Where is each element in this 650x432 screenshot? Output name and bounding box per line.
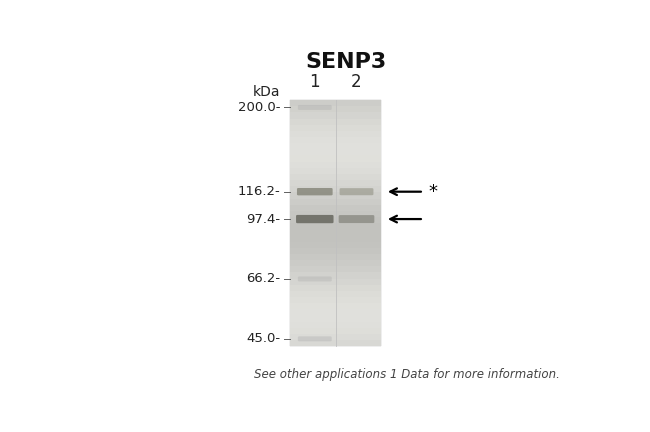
Bar (291, 180, 381, 186)
Bar (291, 168, 381, 174)
Bar (291, 156, 381, 162)
Bar (291, 199, 381, 205)
Bar (291, 321, 381, 328)
FancyBboxPatch shape (298, 276, 332, 282)
Bar (291, 192, 381, 199)
FancyBboxPatch shape (339, 188, 373, 195)
Text: SENP3: SENP3 (305, 52, 386, 72)
FancyBboxPatch shape (298, 105, 332, 110)
Bar (291, 241, 381, 248)
FancyBboxPatch shape (339, 215, 374, 223)
Bar (291, 223, 381, 229)
Bar (291, 297, 381, 303)
Bar (291, 118, 381, 125)
Bar (291, 131, 381, 137)
Bar (291, 309, 381, 315)
Bar (291, 100, 381, 346)
Bar (291, 205, 381, 211)
Bar (291, 100, 381, 106)
Bar (291, 273, 381, 279)
FancyBboxPatch shape (298, 337, 332, 341)
Text: See other applications 1 Data for more information.: See other applications 1 Data for more i… (254, 368, 560, 381)
Bar (291, 106, 381, 112)
Bar (291, 291, 381, 297)
Text: 1: 1 (309, 73, 320, 91)
Text: 200.0-: 200.0- (238, 101, 280, 114)
Bar (291, 143, 381, 149)
Text: 45.0-: 45.0- (246, 332, 280, 345)
Bar (291, 112, 381, 118)
Bar (291, 266, 381, 273)
Bar (291, 162, 381, 168)
Bar (291, 125, 381, 131)
FancyBboxPatch shape (296, 215, 333, 223)
Bar (291, 303, 381, 309)
Text: 116.2-: 116.2- (237, 185, 280, 198)
Bar (291, 217, 381, 223)
Text: *: * (429, 183, 438, 201)
Bar (291, 260, 381, 266)
Bar (291, 235, 381, 241)
Bar (291, 248, 381, 254)
Bar (291, 186, 381, 192)
Text: kDa: kDa (253, 85, 280, 99)
Text: 2: 2 (351, 73, 362, 91)
Bar (291, 328, 381, 334)
Bar (291, 229, 381, 235)
Bar (291, 340, 381, 346)
Bar (291, 334, 381, 340)
Bar (291, 285, 381, 291)
Text: 97.4-: 97.4- (246, 213, 280, 226)
Bar (291, 211, 381, 217)
Bar (291, 315, 381, 321)
Bar (291, 254, 381, 260)
Bar (291, 137, 381, 143)
Text: 66.2-: 66.2- (246, 273, 280, 286)
FancyBboxPatch shape (297, 188, 333, 195)
Bar (291, 279, 381, 285)
Bar (291, 149, 381, 156)
Bar (291, 174, 381, 180)
